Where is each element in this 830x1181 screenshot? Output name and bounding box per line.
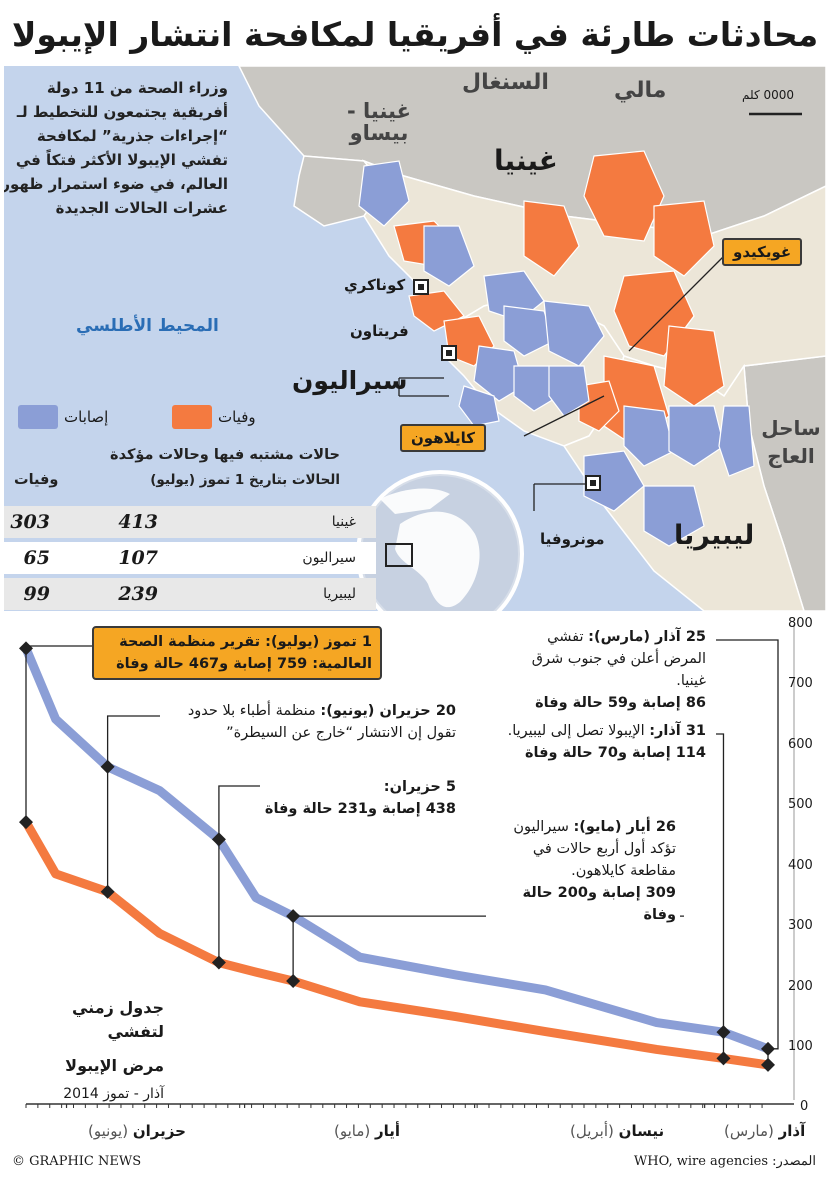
timeline-chart <box>19 623 795 1108</box>
ytick-label: 200 <box>788 979 813 994</box>
ytick-label: 300 <box>788 918 813 933</box>
globe-inset <box>356 470 524 611</box>
legend-deaths-label: وفيات <box>218 408 256 426</box>
data-point-marker <box>716 1025 731 1040</box>
legend-cases-swatch <box>18 405 58 429</box>
callout-kailahun: كايلاهون <box>400 424 486 452</box>
ytick-label: 0 <box>800 1099 809 1114</box>
label-freetown: فريتاون <box>350 322 409 340</box>
table-deaths-header: وفيات <box>14 472 59 488</box>
label-monrovia: مونروفيا <box>540 530 605 548</box>
month-label-may: أيار (مايو) <box>334 1122 401 1140</box>
label-guinea-bissau: غينيا - بيساو <box>347 99 411 145</box>
legend-cases-label: إصابات <box>64 408 109 426</box>
callout-gueckedou: غويكيدو <box>722 238 803 266</box>
map-graphic <box>238 66 826 611</box>
label-ivory-coast: ساحل العاج <box>761 416 821 468</box>
label-senegal: السنغال <box>462 70 549 95</box>
ytick-label: 500 <box>788 797 813 812</box>
label-guinea: غينيا <box>494 144 558 177</box>
label-liberia: ليبيريا <box>674 520 755 551</box>
legend-deaths-swatch <box>172 405 212 429</box>
data-point-marker <box>100 884 115 899</box>
annotation-jul1: 1 تموز (يوليو): تقرير منظمة الصحة العالم… <box>92 626 382 680</box>
ytick-label: 600 <box>788 737 813 752</box>
annotation-jun20: 20 حزيران (يونيو): منظمة أطباء بلا حدود … <box>160 700 460 744</box>
footer-source: المصدر: WHO, wire agencies <box>633 1154 816 1169</box>
ytick-label: 700 <box>788 676 813 691</box>
label-mali: مالي <box>614 78 667 103</box>
scale-label: 0000 كلم <box>742 88 795 102</box>
data-point-marker <box>211 955 226 970</box>
label-conakry: كوناكري <box>344 276 406 294</box>
cases-districts <box>358 160 755 547</box>
table-row: غينيا 413 303 <box>4 506 376 538</box>
leader-mar31 <box>716 733 725 1033</box>
legend: إصابات <box>18 405 108 429</box>
label-sierra-leone: سيراليون <box>292 366 408 395</box>
page-title: محادثات طارئة في أفريقيا لمكافحة انتشار … <box>11 14 819 54</box>
data-point-marker <box>286 974 301 988</box>
legend-deaths: وفيات <box>172 405 256 429</box>
ytick-label: 400 <box>788 858 813 873</box>
chart-panel <box>4 618 826 1108</box>
table-row: ليبيريا 239 99 <box>4 578 376 610</box>
chart-title: جدول زمني لتفشي مرض الإيبولا آذار - تموز… <box>63 998 164 1102</box>
leader-jun5 <box>218 785 260 840</box>
annotation-mar31: 31 آذار: الإيبولا تصل إلى ليبيريا. 114 إ… <box>498 720 710 764</box>
leader-mar25 <box>716 639 779 1050</box>
intro-text: وزراء الصحة من 11 دولة أفريقية يجتمعون ل… <box>4 79 228 217</box>
map-panel: وزراء الصحة من 11 دولة أفريقية يجتمعون ل… <box>4 66 826 611</box>
month-label-mar: آذار (مارس) <box>724 1122 806 1140</box>
table-row: سيراليون 107 65 <box>4 542 376 574</box>
data-point-marker <box>716 1051 731 1066</box>
ytick-label: 100 <box>788 1039 813 1054</box>
month-label-jun: حزيران (يونيو) <box>88 1122 186 1140</box>
month-label-apr: نيسان (أبريل) <box>570 1122 665 1140</box>
data-point-marker <box>761 1057 775 1072</box>
city-markers <box>413 279 601 491</box>
annotation-jun5: 5 حزيران: 438 إصابة و231 حالة وفاة <box>260 776 460 820</box>
ytick-label: 800 <box>788 616 813 631</box>
table-subtitle: الحالات بتاريخ 1 تموز (يوليو) <box>150 472 340 488</box>
data-point-marker <box>19 641 33 656</box>
data-point-marker <box>19 815 33 830</box>
annotation-mar25: 25 آذار (مارس): تفشي المرض أعلن في جنوب … <box>498 626 710 714</box>
data-point-marker <box>211 832 226 847</box>
label-ocean: المحيط الأطلسي <box>76 316 219 336</box>
table-title: حالات مشتبه فيها وحالات مؤكدة <box>110 447 340 463</box>
leader-jun20 <box>106 715 160 767</box>
footer-credit: © GRAPHIC NEWS <box>12 1154 142 1169</box>
annotation-may26: 26 أيار (مايو): سيراليون تؤكد أول أربع ح… <box>486 816 680 926</box>
leader-jul1 <box>25 644 92 647</box>
